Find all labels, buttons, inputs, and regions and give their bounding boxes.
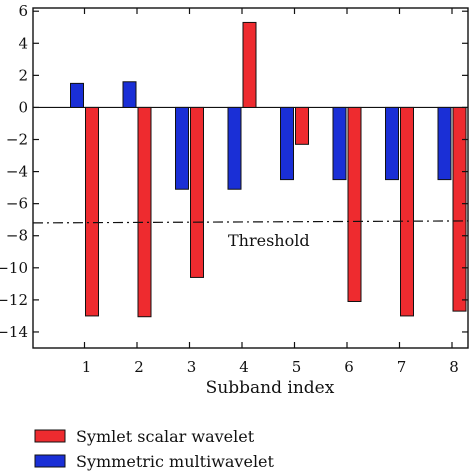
legend-swatch-red (34, 429, 66, 443)
bar-blue-8 (437, 106, 452, 181)
y-tick-label: 2 (18, 66, 28, 84)
y-tick-label: −14 (0, 323, 28, 341)
legend-label-blue: Symmetric multiwavelet (76, 452, 275, 471)
legend-swatch-blue (34, 454, 66, 468)
bar-red-7 (400, 106, 414, 317)
legend-label-red: Symlet scalar wavelet (76, 427, 255, 446)
bar-blue-1 (70, 82, 84, 108)
y-tick-label: 6 (18, 2, 28, 20)
bar-red-4 (242, 21, 257, 108)
y-tick-label: −8 (6, 227, 28, 245)
bar-blue-6 (332, 106, 347, 181)
y-tick-label: −10 (0, 259, 28, 277)
bar-blue-2 (122, 81, 137, 108)
y-tick-label: −6 (6, 195, 28, 213)
bar-blue-3 (175, 106, 189, 190)
x-tick-label: 4 (239, 358, 249, 376)
x-tick-label: 3 (187, 358, 197, 376)
bar-red-1 (85, 106, 99, 317)
y-tick-label: −2 (6, 131, 28, 149)
y-tick-label: 0 (18, 98, 28, 116)
y-tick-label: −12 (0, 291, 28, 309)
y-tick-label: 4 (18, 34, 28, 52)
bar-blue-5 (280, 106, 294, 181)
x-tick-label: 2 (134, 358, 144, 376)
bar-red-6 (347, 106, 362, 302)
x-tick-label: 8 (449, 358, 459, 376)
x-tick-label: 1 (82, 358, 92, 376)
y-tick-label: −4 (6, 163, 28, 181)
bar-red-3 (190, 106, 204, 278)
bar-blue-7 (385, 106, 399, 181)
threshold-line (32, 220, 469, 224)
x-axis-label: Subband index (206, 378, 335, 398)
threshold-label: Threshold (228, 231, 310, 250)
bar-red-8 (452, 106, 467, 312)
x-tick-label: 7 (397, 358, 407, 376)
x-tick-label: 6 (344, 358, 354, 376)
bar-red-5 (295, 106, 309, 145)
plot-frame (32, 7, 469, 349)
bar-red-2 (137, 106, 152, 318)
x-tick-label: 5 (292, 358, 302, 376)
bar-blue-4 (227, 106, 242, 190)
